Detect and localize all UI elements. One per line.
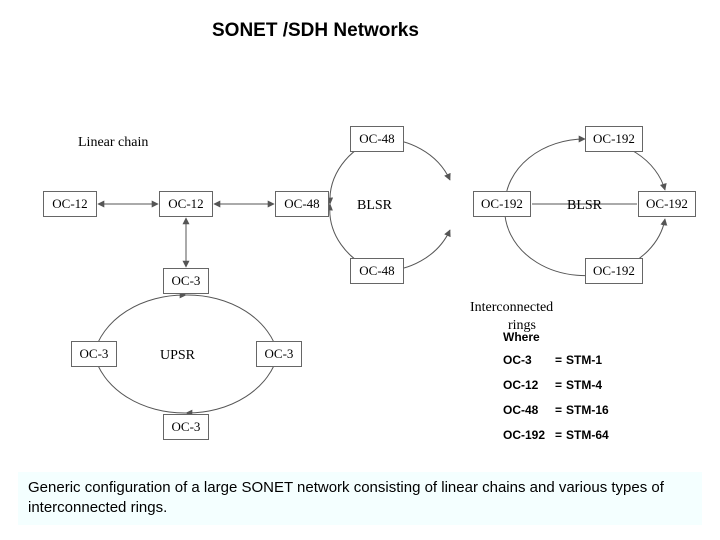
node-oc192-r: OC-192 — [638, 191, 696, 217]
node-oc48-top: OC-48 — [350, 126, 404, 152]
page-title: SONET /SDH Networks — [212, 20, 419, 42]
legend-l1-eq: = — [555, 353, 562, 367]
legend-l4-left: OC-192 — [503, 428, 545, 442]
legend-l1-right: STM-1 — [566, 353, 602, 367]
legend-l3-right: STM-16 — [566, 403, 609, 417]
node-oc48-a: OC-48 — [275, 191, 329, 217]
node-oc3-r: OC-3 — [256, 341, 302, 367]
linear-chain-label: Linear chain — [78, 135, 148, 151]
node-oc3-bot: OC-3 — [163, 414, 209, 440]
legend-l4-right: STM-64 — [566, 428, 609, 442]
blsr2-label: BLSR — [567, 198, 602, 214]
node-oc192-b: OC-192 — [585, 258, 643, 284]
node-oc3-l: OC-3 — [71, 341, 117, 367]
node-oc192-a: OC-192 — [473, 191, 531, 217]
node-oc12-b: OC-12 — [159, 191, 213, 217]
node-oc3-top: OC-3 — [163, 268, 209, 294]
legend-l2-left: OC-12 — [503, 378, 538, 392]
node-oc192-t: OC-192 — [585, 126, 643, 152]
legend-l2-right: STM-4 — [566, 378, 602, 392]
figure-caption: Generic configuration of a large SONET n… — [18, 472, 702, 525]
legend-where: Where — [503, 330, 540, 344]
legend-l1-left: OC-3 — [503, 353, 532, 367]
node-oc48-bot: OC-48 — [350, 258, 404, 284]
legend-l2-eq: = — [555, 378, 562, 392]
blsr1-label: BLSR — [357, 198, 392, 214]
legend-l3-left: OC-48 — [503, 403, 538, 417]
legend-l4-eq: = — [555, 428, 562, 442]
legend-l3-eq: = — [555, 403, 562, 417]
node-oc12-a: OC-12 — [43, 191, 97, 217]
interconnected-label: Interconnected — [470, 300, 553, 316]
upsr-label: UPSR — [160, 348, 195, 364]
